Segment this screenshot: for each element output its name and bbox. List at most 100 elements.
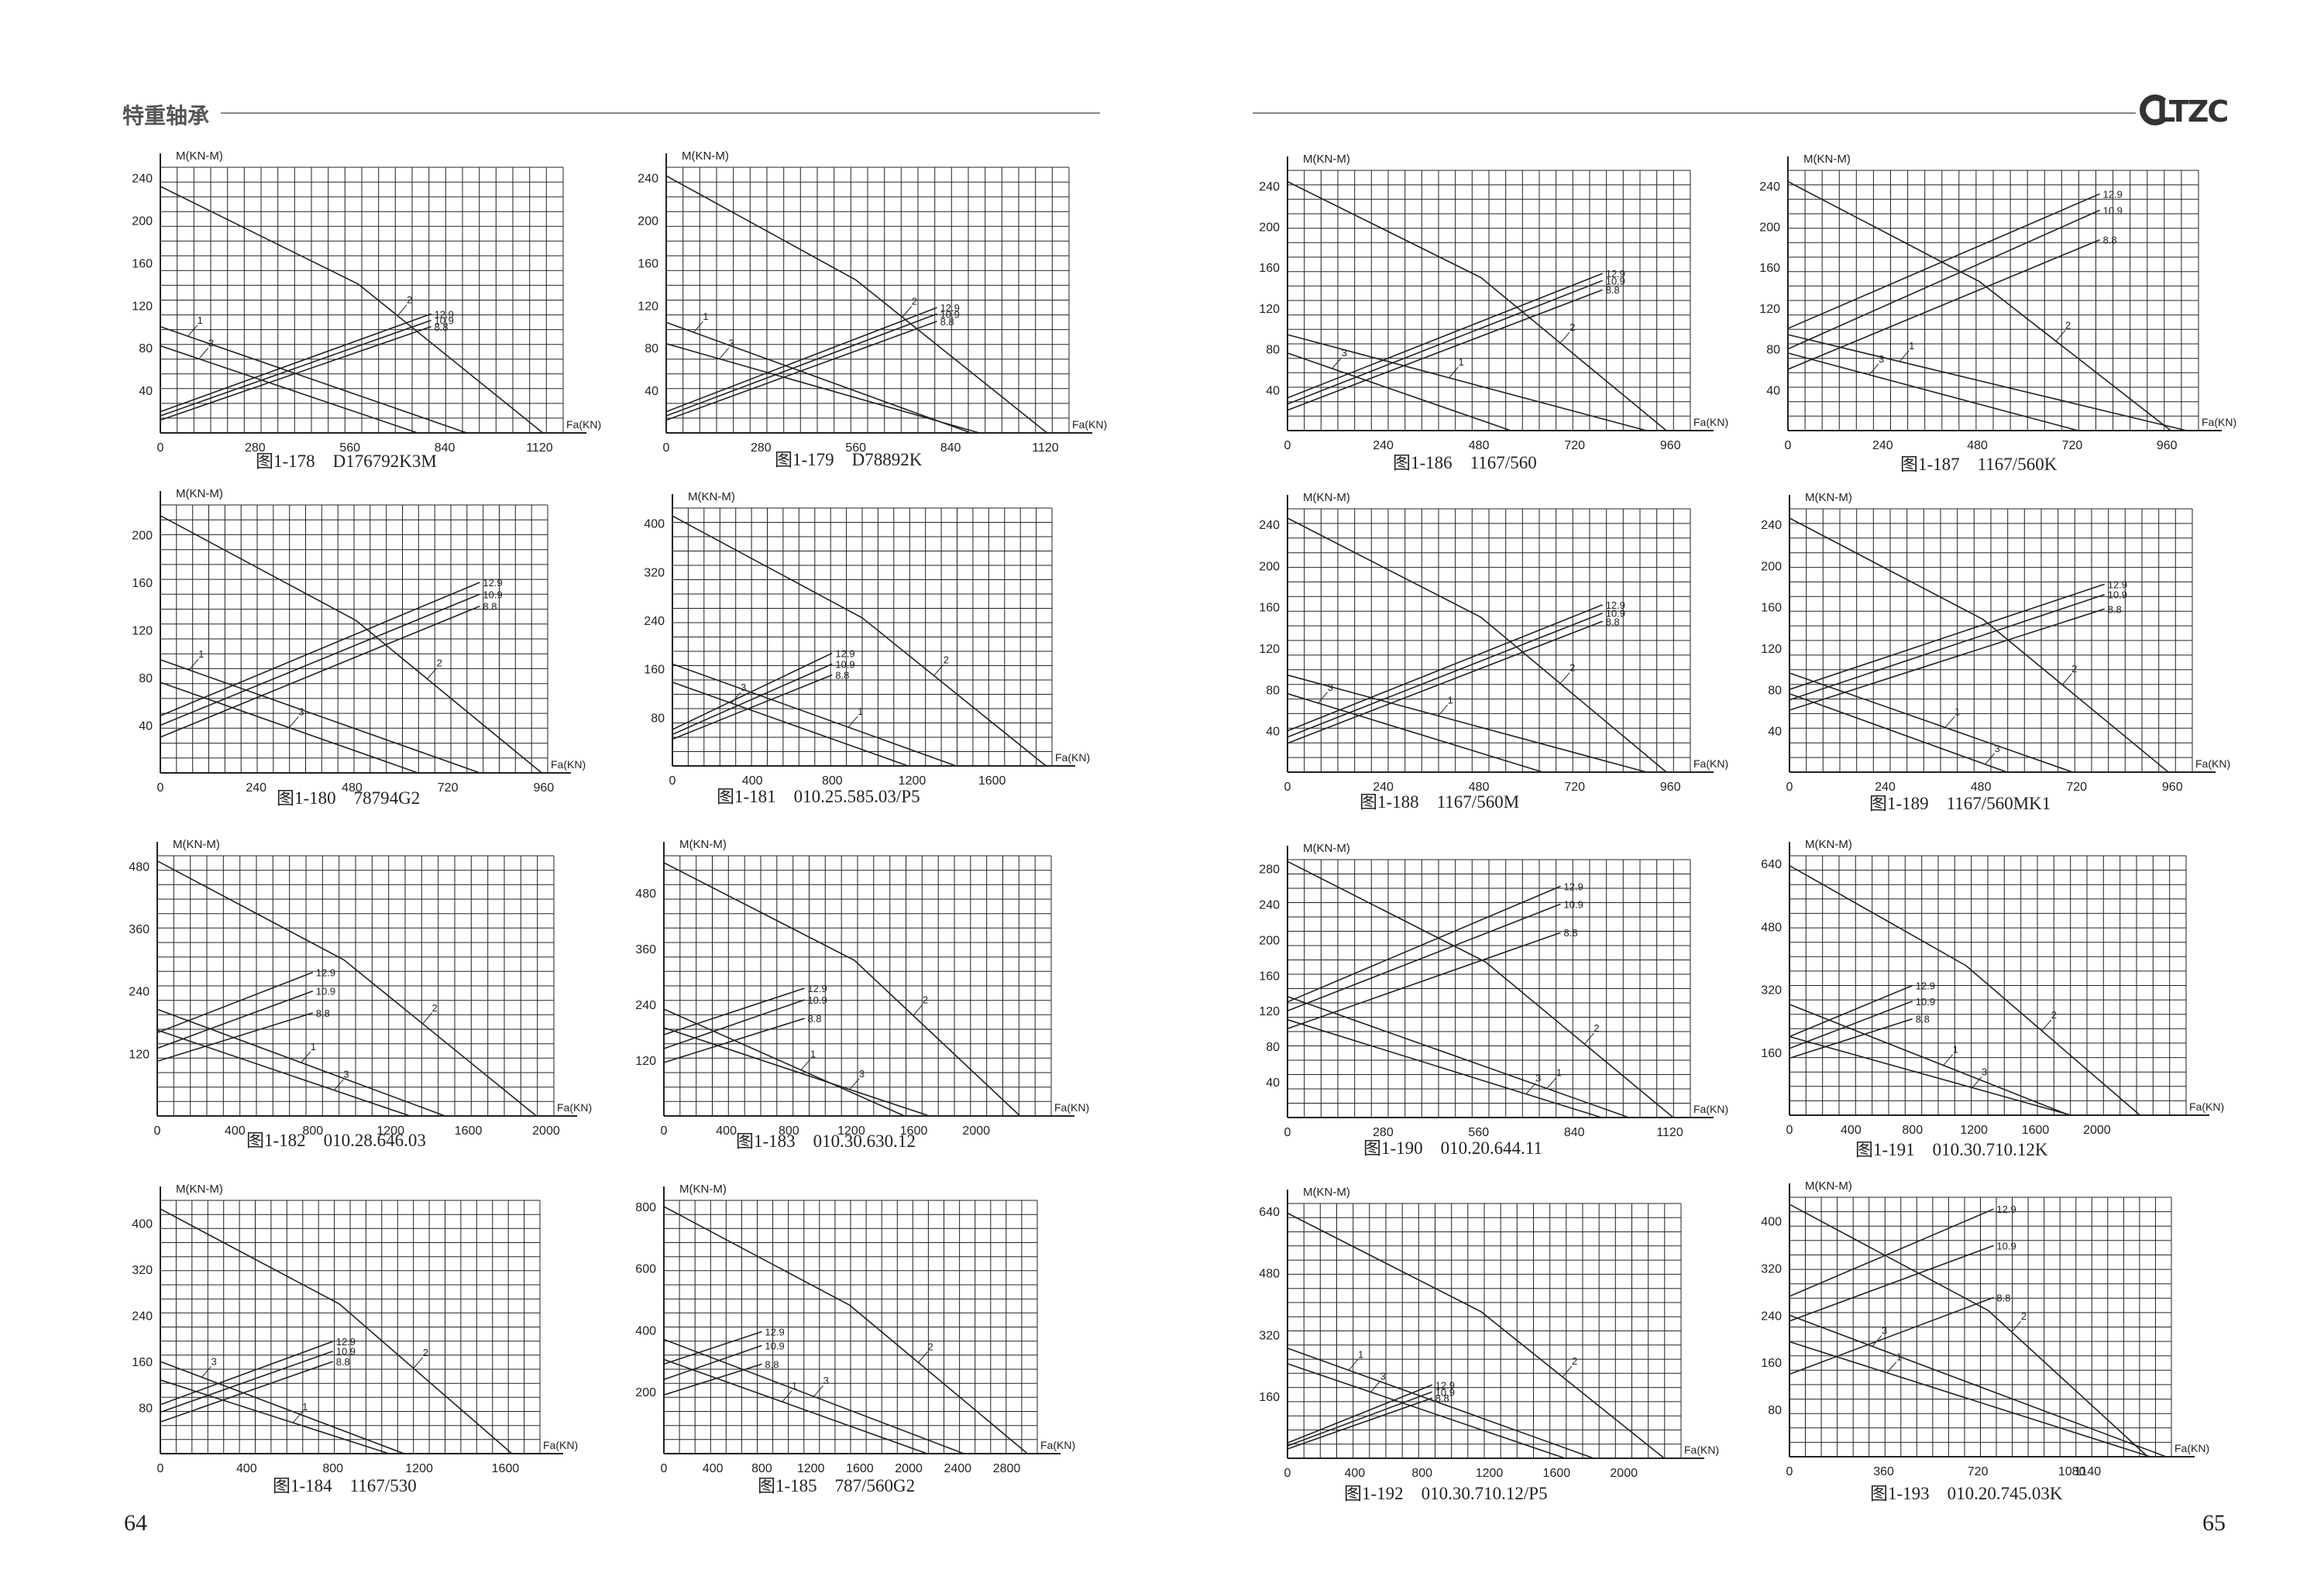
x-tick-label: 720	[2062, 439, 2083, 452]
series-label: 10.9	[1606, 608, 1625, 620]
figure-caption: 图1-184 1167/530	[273, 1476, 417, 1495]
series-label: 12.9	[835, 647, 854, 659]
series-label: 10.9	[336, 1346, 356, 1358]
y-tick-label: 200	[638, 215, 658, 228]
x-tick-label: 400	[236, 1462, 257, 1475]
series-line-8.8	[160, 1361, 333, 1423]
x-tick-label: 960	[1660, 781, 1681, 794]
series-label: 2	[912, 296, 917, 307]
series-label: 8.8	[807, 1013, 821, 1025]
series-label: 1	[1459, 356, 1464, 368]
series-line-2	[1287, 180, 1667, 431]
y-axis-label: M(KN-M)	[176, 1183, 223, 1196]
figure-caption: 图1-183 010.30.630.12	[736, 1131, 916, 1151]
series-label: 10.9	[1606, 275, 1625, 287]
series-line-8.8	[1287, 1397, 1432, 1450]
chart-1-189: M(KN-M) Fa(KN) 0 240 480 720 960 40 80 120 160 200 2…	[1761, 491, 2230, 794]
series-label: 8.8	[1606, 284, 1620, 296]
y-tick-label: 40	[1766, 384, 1780, 397]
x-tick-label: 1200	[1960, 1124, 1988, 1137]
y-axis-label: M(KN-M)	[679, 1183, 727, 1196]
series-label-leader	[813, 1385, 823, 1397]
x-tick-label: 720	[1564, 439, 1585, 452]
series-label: 2	[2021, 1310, 2027, 1322]
y-tick-label: 240	[638, 173, 658, 186]
x-tick-label: 400	[1841, 1124, 1862, 1137]
series-line-10.9	[665, 313, 937, 417]
y-tick-label: 160	[1759, 262, 1780, 275]
y-tick-label: 480	[129, 860, 150, 874]
y-tick-label: 400	[644, 518, 665, 531]
y-axis-label: M(KN-M)	[688, 490, 735, 503]
y-tick-label: 400	[635, 1324, 656, 1337]
series-line-1	[1287, 996, 1629, 1118]
x-tick-label: 400	[703, 1462, 724, 1475]
series-line-10.9	[160, 319, 431, 417]
y-axis-label: M(KN-M)	[1805, 491, 1852, 504]
x-tick-label: 0	[154, 1124, 161, 1138]
chart-1-186: M(KN-M) Fa(KN) 0 240 480 720 960 40 80 120 160 200 2…	[1259, 153, 1728, 452]
series-line-10.9	[1789, 593, 2105, 701]
x-tick-label: 2000	[895, 1462, 923, 1475]
y-tick-label: 320	[132, 1264, 153, 1277]
y-tick-label: 240	[644, 615, 665, 628]
series-label-leader	[933, 664, 944, 676]
x-tick-label: 720	[1564, 781, 1585, 794]
series-line-8.8	[663, 1363, 762, 1396]
x-tick-label: 280	[751, 441, 772, 455]
grid	[160, 1200, 541, 1454]
y-tick-label: 400	[132, 1218, 153, 1231]
series-label: 1	[1358, 1348, 1363, 1360]
y-axis-label: M(KN-M)	[1803, 153, 1851, 166]
x-tick-label: 800	[751, 1462, 772, 1475]
y-tick-label: 40	[645, 385, 658, 398]
x-tick-label: 1600	[492, 1462, 520, 1475]
x-tick-label: 0	[1284, 439, 1291, 452]
chart-1-184: M(KN-M) Fa(KN) 0 400 800 1200 1600 80 160 240 320 4…	[132, 1183, 578, 1475]
series-label-leader	[2011, 1320, 2022, 1333]
y-tick-label: 120	[1759, 303, 1780, 316]
y-tick-label: 800	[635, 1201, 656, 1214]
y-tick-label: 40	[1266, 384, 1280, 397]
series-label-leader	[201, 1365, 211, 1378]
figure-caption: 图1-187 1167/560K	[1900, 455, 2058, 474]
x-tick-label: 0	[1786, 1465, 1793, 1478]
y-tick-label: 80	[139, 1403, 153, 1416]
series-label: 1	[703, 311, 708, 322]
x-tick-label: 800	[779, 1124, 799, 1138]
y-tick-label: 160	[1761, 602, 1782, 615]
y-tick-label: 120	[1259, 643, 1280, 656]
chart-1-185: M(KN-M)Fa(KN)0 400 800 1200 1600 2000 2400 2800…	[635, 1183, 1075, 1475]
series-label-leader	[1944, 716, 1955, 728]
y-tick-label: 120	[1259, 303, 1280, 316]
figure-caption: 图1-188 1167/560M	[1360, 792, 1520, 812]
y-tick-label: 600	[635, 1263, 656, 1276]
figure-caption: 图1-186 1167/560	[1393, 453, 1537, 472]
series-label: 1	[1556, 1067, 1562, 1079]
brand-logo: LTZC	[2140, 93, 2233, 130]
series-label: 2	[1572, 1355, 1577, 1367]
y-tick-label: 160	[1761, 1047, 1782, 1060]
y-tick-label: 120	[132, 300, 153, 313]
x-tick-label: 240	[1373, 781, 1394, 794]
series-label: 3	[343, 1069, 349, 1080]
series-label: 3	[1342, 347, 1347, 359]
y-tick-label: 80	[1768, 684, 1782, 697]
series-label: 1	[1909, 340, 1914, 352]
series-label: 12.9	[765, 1326, 784, 1337]
series-label: 10.9	[483, 589, 502, 600]
y-tick-label: 160	[1761, 1357, 1782, 1370]
grid	[1789, 508, 2193, 773]
y-axis-label: M(KN-M)	[176, 149, 223, 163]
x-tick-label: 2000	[1610, 1467, 1638, 1480]
y-tick-label: 200	[1259, 934, 1280, 947]
y-tick-label: 640	[1259, 1206, 1280, 1219]
series-label: 8.8	[835, 669, 849, 681]
series-label-leader	[1886, 1361, 1897, 1373]
series-line-8.8	[1789, 608, 2105, 711]
series-label: 3	[1535, 1073, 1541, 1084]
series-label: 10.9	[1916, 996, 1935, 1008]
x-tick-label: 560	[1468, 1126, 1489, 1139]
series-label-leader	[1318, 692, 1328, 704]
logo-ring	[2140, 94, 2171, 125]
